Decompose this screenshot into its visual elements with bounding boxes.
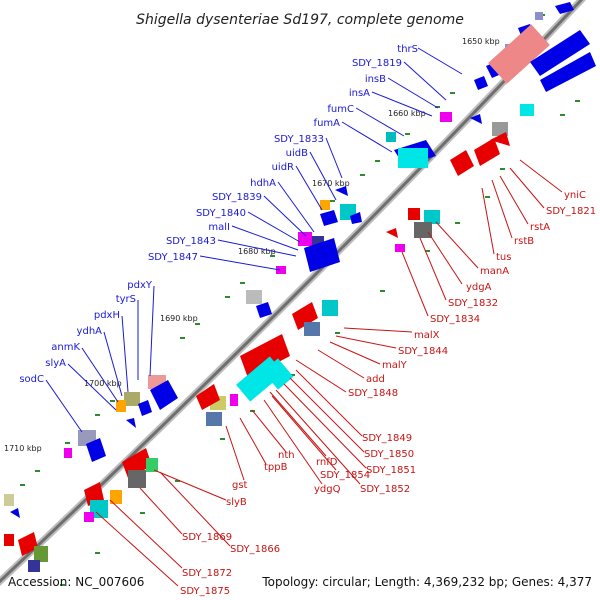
gene-label: SDY_1869 bbox=[182, 532, 232, 543]
gene-label: SDY_1866 bbox=[230, 544, 280, 555]
inner-gene-labels: yniC SDY_1821 rstA rstB tus manA ydgA SD… bbox=[95, 159, 596, 597]
tick-label: 1710 kbp bbox=[4, 444, 42, 453]
gene-label: malI bbox=[208, 222, 230, 233]
gene-label: malY bbox=[382, 360, 408, 371]
gene-label: add bbox=[366, 374, 385, 385]
gene-label: insB bbox=[365, 74, 386, 85]
gene-label: SDY_1850 bbox=[364, 449, 414, 460]
gene-label: fumC bbox=[327, 104, 354, 115]
gene-label: gst bbox=[232, 480, 248, 491]
tick-label: 1650 kbp bbox=[462, 37, 500, 46]
gene-label: SDY_1854 bbox=[320, 470, 370, 481]
gene-label: thrS bbox=[397, 44, 418, 55]
gene-label: rnfD bbox=[316, 457, 338, 468]
map-title: Shigella dysenteriae Sd197, complete gen… bbox=[136, 12, 464, 28]
tick-label: 1690 kbp bbox=[160, 314, 198, 323]
tick-label: 1700 kbp bbox=[84, 379, 122, 388]
gene-label: uidB bbox=[286, 148, 308, 159]
gene-label: manA bbox=[480, 266, 509, 277]
gene-label: tppB bbox=[264, 462, 288, 473]
gene-label: hdhA bbox=[250, 178, 276, 189]
gene-label: SDY_1832 bbox=[448, 298, 498, 309]
gene-label: tyrS bbox=[116, 294, 136, 305]
tick-label: 1670 kbp bbox=[312, 179, 350, 188]
gene-label: rstB bbox=[514, 236, 534, 247]
gene-label: SDY_1847 bbox=[148, 252, 198, 263]
gene-label: rstA bbox=[530, 222, 550, 233]
gene-label: sodC bbox=[19, 374, 44, 385]
gene-label: anmK bbox=[51, 342, 80, 353]
gene-label: ydgA bbox=[466, 282, 492, 293]
outer-gene-labels: thrS SDY_1819 insB insA fumC fumA SDY_18… bbox=[19, 44, 463, 433]
gene-label: SDY_1819 bbox=[352, 58, 402, 69]
gene-label: yniC bbox=[564, 190, 586, 201]
gene-label: SDY_1848 bbox=[348, 388, 398, 399]
gene-label: pdxH bbox=[94, 310, 120, 321]
gene-label: pdxY bbox=[127, 280, 153, 291]
gene-label: tus bbox=[496, 252, 511, 263]
gene-label: SDY_1839 bbox=[212, 192, 262, 203]
gene-label: SDY_1852 bbox=[360, 484, 410, 495]
gene-label: uidR bbox=[272, 162, 294, 173]
gene-label: SDY_1875 bbox=[180, 586, 230, 597]
gene-label: SDY_1843 bbox=[166, 236, 216, 247]
tick-label: 1680 kbp bbox=[238, 247, 276, 256]
gene-label: SDY_1834 bbox=[430, 314, 480, 325]
kbp-ticks: 1650 kbp 1660 kbp 1670 kbp 1680 kbp 1690… bbox=[4, 37, 500, 453]
inner-gene-track bbox=[4, 24, 596, 572]
topology-summary: Topology: circular; Length: 4,369,232 bp… bbox=[261, 575, 592, 589]
gene-label: ydgQ bbox=[314, 484, 341, 495]
gene-label: SDY_1821 bbox=[546, 206, 596, 217]
gene-label: insA bbox=[349, 88, 370, 99]
gene-label: nth bbox=[278, 450, 295, 461]
outer-gene-track bbox=[4, 2, 574, 518]
accession-text: Accession: NC_007606 bbox=[8, 575, 144, 589]
gene-label: malX bbox=[414, 330, 440, 341]
gene-label: slyA bbox=[45, 358, 66, 369]
gene-label: SDY_1872 bbox=[182, 568, 232, 579]
gene-label: ydhA bbox=[77, 326, 103, 337]
gene-label: SDY_1833 bbox=[274, 134, 324, 145]
gene-label: SDY_1840 bbox=[196, 208, 246, 219]
gene-label: SDY_1849 bbox=[362, 433, 412, 444]
gene-label: fumA bbox=[314, 118, 341, 129]
gene-label: SDY_1851 bbox=[366, 465, 416, 476]
gene-label: SDY_1844 bbox=[398, 346, 448, 357]
tick-label: 1660 kbp bbox=[388, 109, 426, 118]
gene-label: slyB bbox=[226, 497, 247, 508]
